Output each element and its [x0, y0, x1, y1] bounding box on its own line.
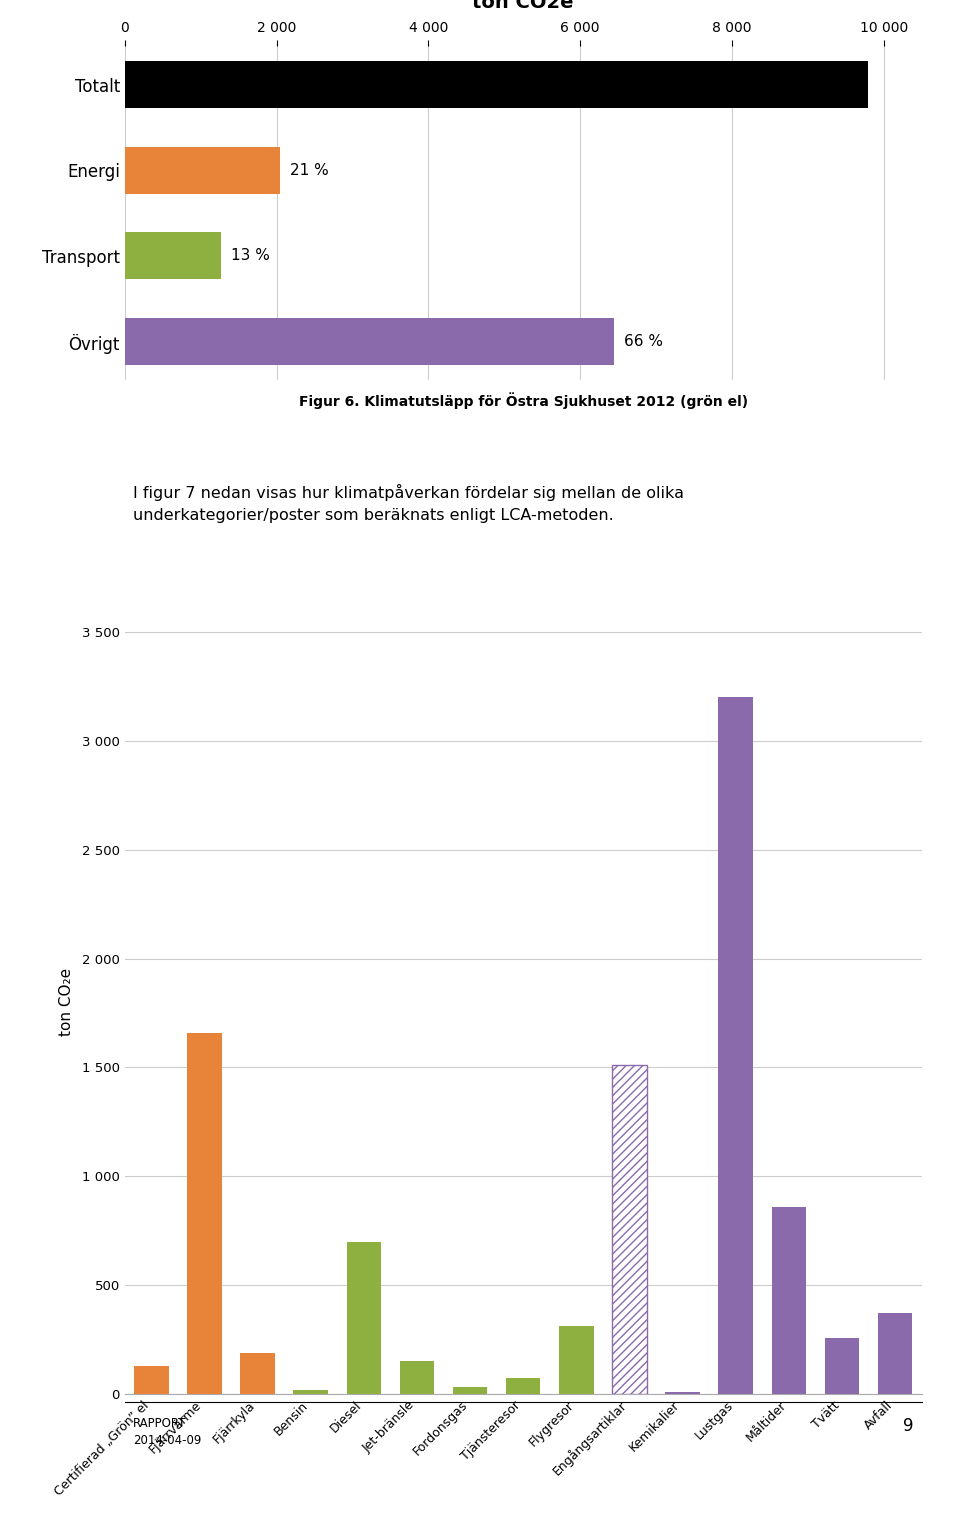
Text: Figur 6. Klimatutsläpp för Östra Sjukhuset 2012 (grön el): Figur 6. Klimatutsläpp för Östra Sjukhus… [299, 391, 748, 408]
Text: 9: 9 [903, 1417, 914, 1434]
Bar [825, 1338, 859, 1394]
Bar [399, 1361, 434, 1394]
Bar [559, 1327, 593, 1394]
Bar [187, 1032, 222, 1394]
Bar [125, 147, 280, 194]
Text: 13 %: 13 % [231, 248, 270, 263]
Bar [665, 1391, 700, 1394]
Text: RAPPORT
2014-04-09: RAPPORT 2014-04-09 [132, 1417, 202, 1446]
Text: I figur 7 nedan visas hur klimatpåverkan fördelar sig mellan de olika
underkateg: I figur 7 nedan visas hur klimatpåverkan… [132, 483, 684, 523]
Bar [240, 1353, 275, 1394]
Bar [772, 1206, 806, 1394]
Text: 66 %: 66 % [624, 333, 663, 349]
Bar [718, 697, 753, 1394]
Bar [506, 1378, 540, 1394]
X-axis label: ton CO2e: ton CO2e [472, 0, 574, 12]
Text: 21 %: 21 % [290, 162, 329, 177]
Bar [453, 1387, 488, 1394]
Bar [612, 1066, 647, 1394]
Bar [347, 1242, 381, 1394]
Bar [877, 1313, 912, 1394]
Bar [134, 1365, 169, 1394]
Bar [125, 318, 614, 365]
Bar [612, 1066, 647, 1394]
Y-axis label: ton CO₂e: ton CO₂e [59, 968, 74, 1037]
Bar [125, 232, 221, 280]
Bar [125, 61, 869, 109]
Bar [294, 1390, 328, 1394]
